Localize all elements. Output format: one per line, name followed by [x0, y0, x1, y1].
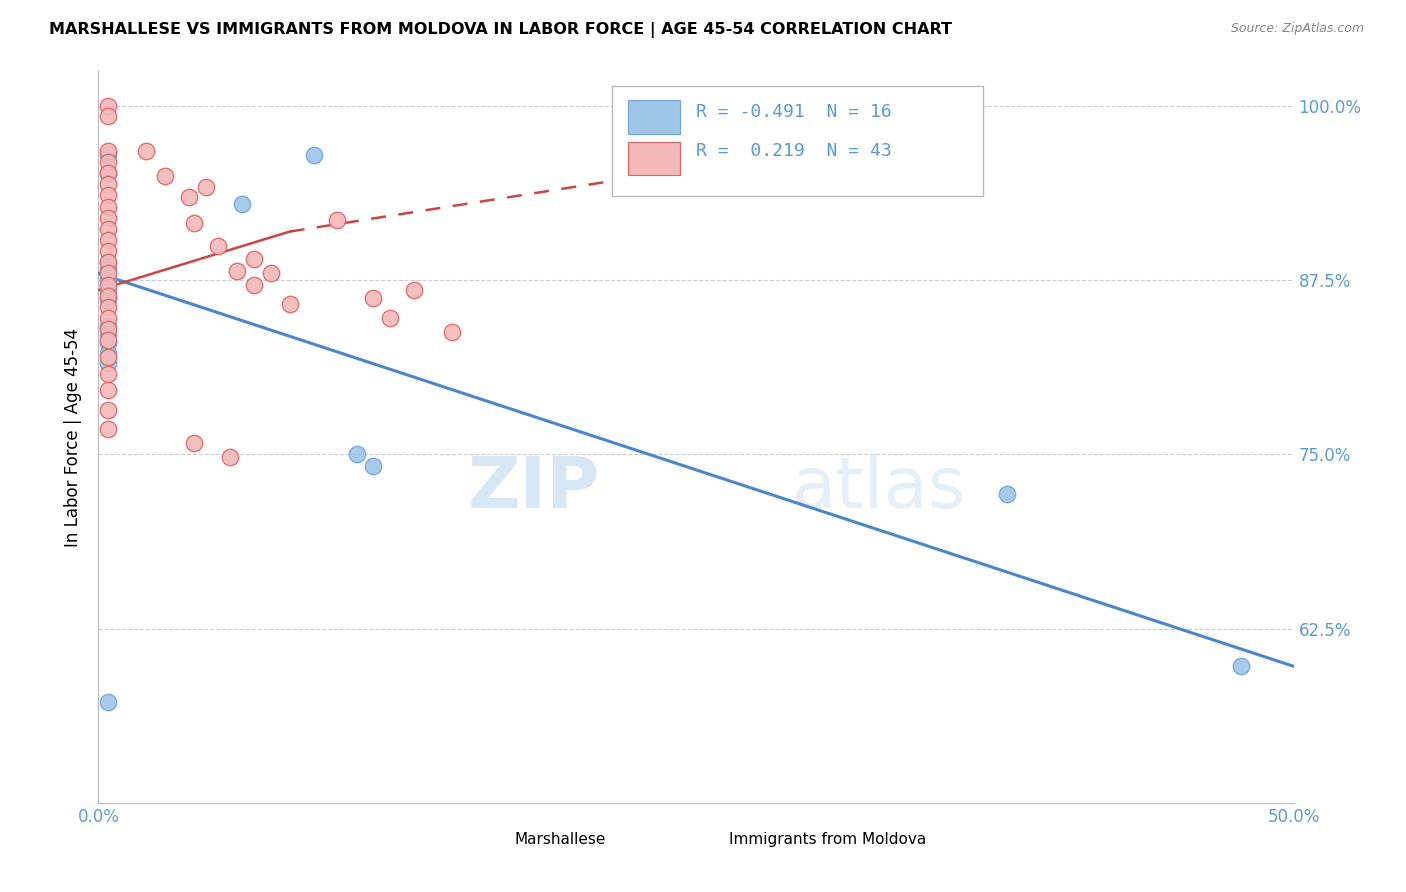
- Point: [97, 244, 120, 258]
- Point: [243, 277, 266, 292]
- Point: [97, 346, 120, 360]
- Point: [207, 238, 229, 252]
- Point: [278, 297, 301, 311]
- Point: [195, 180, 218, 194]
- Point: [97, 233, 120, 247]
- FancyBboxPatch shape: [682, 827, 723, 852]
- Text: Source: ZipAtlas.com: Source: ZipAtlas.com: [1230, 22, 1364, 36]
- Point: [97, 288, 120, 302]
- Point: [97, 696, 120, 710]
- Point: [97, 200, 120, 214]
- Text: ZIP: ZIP: [468, 454, 600, 523]
- Point: [326, 213, 349, 227]
- Point: [97, 262, 120, 277]
- Point: [363, 292, 385, 306]
- Text: R =  0.219  N = 43: R = 0.219 N = 43: [696, 143, 891, 161]
- FancyBboxPatch shape: [628, 100, 681, 134]
- Point: [231, 196, 253, 211]
- Point: [219, 450, 242, 465]
- Point: [97, 367, 120, 381]
- Point: [155, 169, 177, 183]
- Point: [97, 266, 120, 280]
- Text: R = -0.491  N = 16: R = -0.491 N = 16: [696, 103, 891, 120]
- Y-axis label: In Labor Force | Age 45-54: In Labor Force | Age 45-54: [65, 327, 83, 547]
- Point: [97, 355, 120, 369]
- Point: [97, 336, 120, 351]
- Point: [1230, 659, 1253, 673]
- Point: [97, 188, 120, 202]
- Point: [302, 148, 325, 162]
- FancyBboxPatch shape: [613, 86, 983, 195]
- Point: [97, 327, 120, 342]
- Point: [97, 319, 120, 334]
- Text: MARSHALLESE VS IMMIGRANTS FROM MOLDOVA IN LABOR FORCE | AGE 45-54 CORRELATION CH: MARSHALLESE VS IMMIGRANTS FROM MOLDOVA I…: [49, 22, 952, 38]
- Point: [97, 148, 120, 162]
- Point: [97, 255, 120, 269]
- Point: [378, 310, 401, 325]
- Point: [97, 333, 120, 347]
- Point: [97, 109, 120, 123]
- Point: [226, 263, 249, 277]
- Point: [97, 211, 120, 225]
- Text: Marshallese: Marshallese: [515, 832, 606, 847]
- Point: [97, 350, 120, 364]
- Point: [97, 403, 120, 417]
- Point: [97, 384, 120, 398]
- Point: [243, 252, 266, 267]
- Point: [97, 300, 120, 314]
- Point: [97, 144, 120, 158]
- Point: [97, 293, 120, 307]
- Point: [97, 166, 120, 180]
- Point: [995, 486, 1018, 500]
- Point: [135, 144, 157, 158]
- FancyBboxPatch shape: [628, 142, 681, 175]
- Text: Immigrants from Moldova: Immigrants from Moldova: [730, 832, 927, 847]
- Point: [259, 266, 281, 280]
- Point: [97, 310, 120, 325]
- Point: [841, 99, 863, 113]
- Point: [97, 178, 120, 192]
- Point: [97, 272, 120, 286]
- Point: [402, 283, 425, 297]
- Point: [97, 422, 120, 436]
- Point: [97, 99, 120, 113]
- Point: [97, 283, 120, 297]
- Point: [363, 458, 385, 473]
- Point: [97, 322, 120, 336]
- FancyBboxPatch shape: [467, 827, 508, 852]
- Text: atlas: atlas: [792, 454, 966, 523]
- Point: [97, 277, 120, 292]
- Point: [179, 190, 201, 204]
- Point: [97, 221, 120, 235]
- Point: [441, 325, 464, 339]
- Point: [97, 166, 120, 180]
- Point: [97, 155, 120, 169]
- Point: [183, 436, 205, 450]
- Point: [346, 448, 368, 462]
- Point: [183, 216, 205, 230]
- Point: [97, 255, 120, 269]
